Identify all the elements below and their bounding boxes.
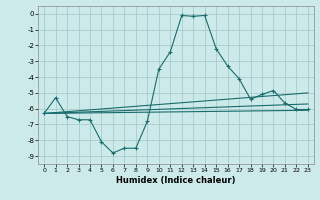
X-axis label: Humidex (Indice chaleur): Humidex (Indice chaleur)	[116, 176, 236, 185]
